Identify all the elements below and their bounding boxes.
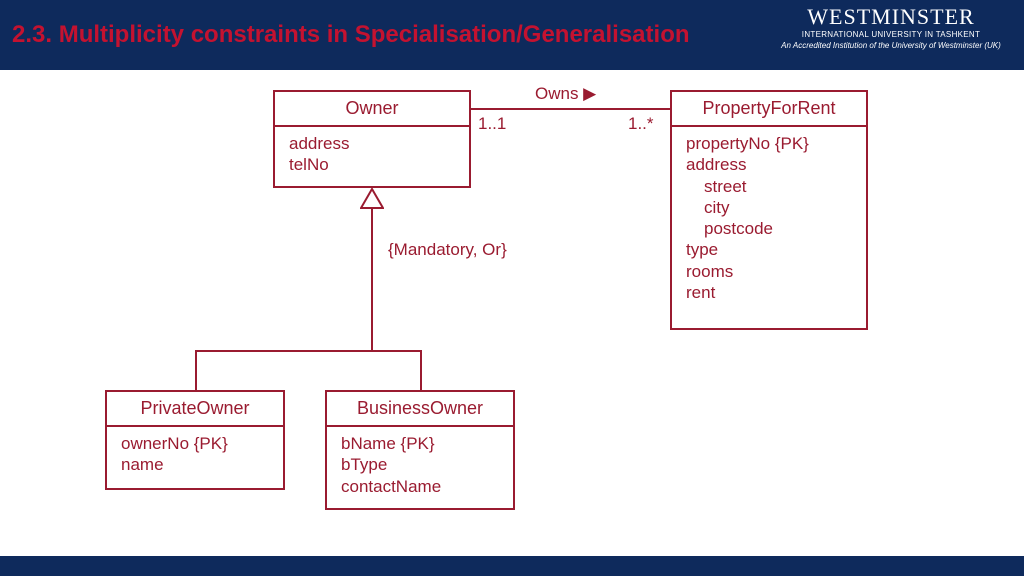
- gen-leg-private: [195, 350, 197, 390]
- logo-main-text: WESTMINSTER: [766, 4, 1016, 30]
- class-attr: ownerNo {PK}: [121, 433, 273, 454]
- class-attr: contactName: [341, 476, 503, 497]
- class-property-for-rent-body: propertyNo {PK}addressstreetcitypostcode…: [672, 127, 866, 311]
- class-private-owner-body: ownerNo {PK}name: [107, 427, 283, 484]
- class-attr: street: [686, 176, 856, 197]
- class-attr: postcode: [686, 218, 856, 239]
- class-property-for-rent-title: PropertyForRent: [672, 92, 866, 127]
- assoc-label-owns: Owns ▶: [535, 84, 596, 104]
- class-attr: propertyNo {PK}: [686, 133, 856, 154]
- class-private-owner: PrivateOwnerownerNo {PK}name: [105, 390, 285, 490]
- class-owner-body: addresstelNo: [275, 127, 469, 184]
- class-attr: address: [289, 133, 459, 154]
- gen-hline: [195, 350, 420, 352]
- slide-title: 2.3. Multiplicity constraints in Special…: [0, 21, 690, 49]
- class-attr: telNo: [289, 154, 459, 175]
- class-owner: OwneraddresstelNo: [273, 90, 471, 188]
- multiplicity-left: 1..1: [478, 114, 506, 134]
- logo-sub-text: INTERNATIONAL UNIVERSITY IN TASHKENT: [766, 30, 1016, 39]
- class-attr: address: [686, 154, 856, 175]
- gen-constraint: {Mandatory, Or}: [388, 240, 507, 260]
- class-attr: bType: [341, 454, 503, 475]
- class-property-for-rent: PropertyForRentpropertyNo {PK}addressstr…: [670, 90, 868, 330]
- class-attr: rooms: [686, 261, 856, 282]
- assoc-line-owns: [471, 108, 670, 110]
- class-attr: name: [121, 454, 273, 475]
- class-attr: type: [686, 239, 856, 260]
- gen-stem: [371, 208, 373, 350]
- slide-header: 2.3. Multiplicity constraints in Special…: [0, 0, 1024, 70]
- university-logo: WESTMINSTER INTERNATIONAL UNIVERSITY IN …: [766, 4, 1016, 50]
- diagram-canvas: OwneraddresstelNoPrivateOwnerownerNo {PK…: [0, 70, 1024, 556]
- multiplicity-right: 1..*: [628, 114, 654, 134]
- class-attr: city: [686, 197, 856, 218]
- class-attr: bName {PK}: [341, 433, 503, 454]
- logo-accredit: An Accredited Institution of the Univers…: [766, 41, 1016, 50]
- class-attr: rent: [686, 282, 856, 303]
- class-business-owner: BusinessOwnerbName {PK}bTypecontactName: [325, 390, 515, 510]
- gen-leg-business: [420, 350, 422, 390]
- slide-footer: [0, 556, 1024, 576]
- generalisation-triangle-icon: [360, 188, 384, 215]
- class-private-owner-title: PrivateOwner: [107, 392, 283, 427]
- class-business-owner-body: bName {PK}bTypecontactName: [327, 427, 513, 505]
- class-business-owner-title: BusinessOwner: [327, 392, 513, 427]
- class-owner-title: Owner: [275, 92, 469, 127]
